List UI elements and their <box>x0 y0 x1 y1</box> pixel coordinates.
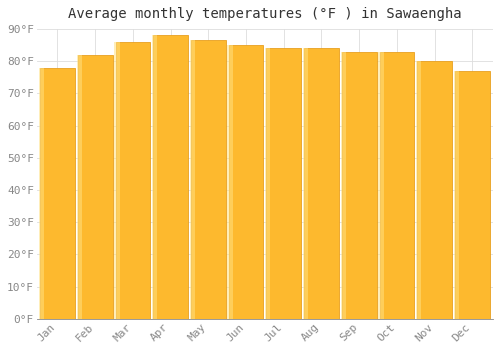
Bar <box>190 40 195 319</box>
Bar <box>304 48 339 319</box>
Bar <box>114 42 119 319</box>
Bar <box>228 45 232 319</box>
Bar <box>303 48 308 319</box>
Bar <box>266 48 301 319</box>
Bar <box>152 35 157 319</box>
Bar <box>378 51 384 319</box>
Bar <box>455 71 490 319</box>
Title: Average monthly temperatures (°F ) in Sawaengha: Average monthly temperatures (°F ) in Sa… <box>68 7 462 21</box>
Bar <box>191 40 226 319</box>
Bar <box>380 51 414 319</box>
Bar <box>78 55 112 319</box>
Bar <box>265 48 270 319</box>
Bar <box>154 35 188 319</box>
Bar <box>416 61 421 319</box>
Bar <box>76 55 82 319</box>
Bar <box>40 68 75 319</box>
Bar <box>342 51 376 319</box>
Bar <box>418 61 452 319</box>
Bar <box>454 71 459 319</box>
Bar <box>228 45 264 319</box>
Bar <box>340 51 346 319</box>
Bar <box>116 42 150 319</box>
Bar <box>39 68 44 319</box>
